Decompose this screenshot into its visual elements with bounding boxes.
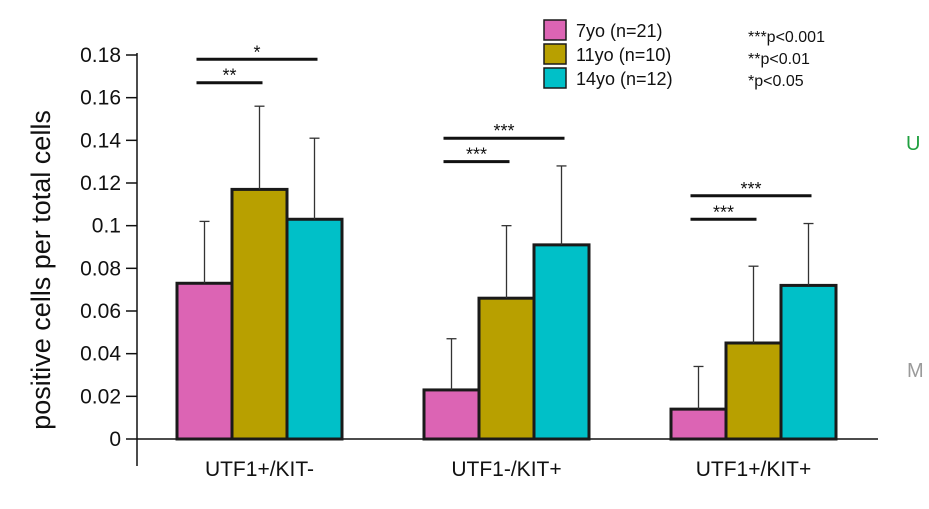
y-tick-label: 0.02 — [80, 385, 121, 408]
x-category-label: UTF1+/KIT- — [205, 458, 314, 481]
x-category-label: UTF1+/KIT+ — [696, 458, 812, 481]
y-tick-label: 0 — [109, 428, 121, 451]
legend-label: 14yo (n=12) — [576, 69, 673, 89]
x-category-label: UTF1-/KIT+ — [451, 458, 561, 481]
y-axis: 0 0.02 0.04 0.06 0.08 0.1 0.12 0.14 0.16 0.18 — [80, 44, 138, 466]
bar — [175, 281, 234, 441]
significance-brackets: *************** — [196, 42, 812, 222]
legend: 7yo (n=21) 11yo (n=10) 14yo (n=12) — [543, 19, 673, 89]
bar — [477, 296, 536, 441]
bar — [285, 217, 344, 441]
bar — [724, 341, 783, 441]
x-axis: UTF1+/KIT- UTF1-/KIT+ UTF1+/KIT+ — [137, 438, 878, 481]
y-tick-label: 0.12 — [80, 172, 121, 195]
edge-fragment: U — [906, 133, 920, 155]
y-tick-label: 0.06 — [80, 300, 121, 323]
y-tick-label: 0.08 — [80, 257, 121, 280]
legend-swatch — [543, 67, 567, 89]
y-tick-label: 0.16 — [80, 87, 121, 110]
significance-stars: *** — [713, 202, 734, 222]
y-tick-label: 0.1 — [92, 215, 121, 238]
legend-label: 7yo (n=21) — [576, 21, 663, 41]
bar — [422, 388, 481, 441]
bars — [175, 105, 838, 441]
significance-stars: *** — [493, 121, 514, 141]
significance-stars: *** — [466, 145, 487, 165]
y-axis-label: positive cells per total cells — [26, 110, 56, 430]
significance-legend: ***p<0.001 **p<0.01 *p<0.05 — [748, 29, 825, 90]
significance-legend-entry: **p<0.01 — [748, 51, 810, 68]
legend-swatch — [543, 43, 567, 65]
y-tick-label: 0.04 — [80, 343, 121, 366]
y-tick-label: 0.14 — [80, 129, 121, 152]
significance-stars: *** — [740, 179, 761, 199]
significance-legend-entry: ***p<0.001 — [748, 29, 825, 46]
significance-stars: * — [253, 42, 260, 62]
legend-label: 11yo (n=10) — [576, 45, 671, 65]
bar — [669, 407, 728, 441]
bar — [532, 243, 591, 441]
edge-fragments: UM — [906, 133, 924, 382]
y-tick-label: 0.18 — [80, 44, 121, 67]
bar — [230, 187, 289, 441]
edge-fragment: M — [907, 360, 924, 382]
legend-swatch — [543, 19, 567, 41]
bar — [779, 283, 838, 441]
significance-legend-entry: *p<0.05 — [748, 73, 804, 90]
significance-stars: ** — [222, 66, 236, 86]
